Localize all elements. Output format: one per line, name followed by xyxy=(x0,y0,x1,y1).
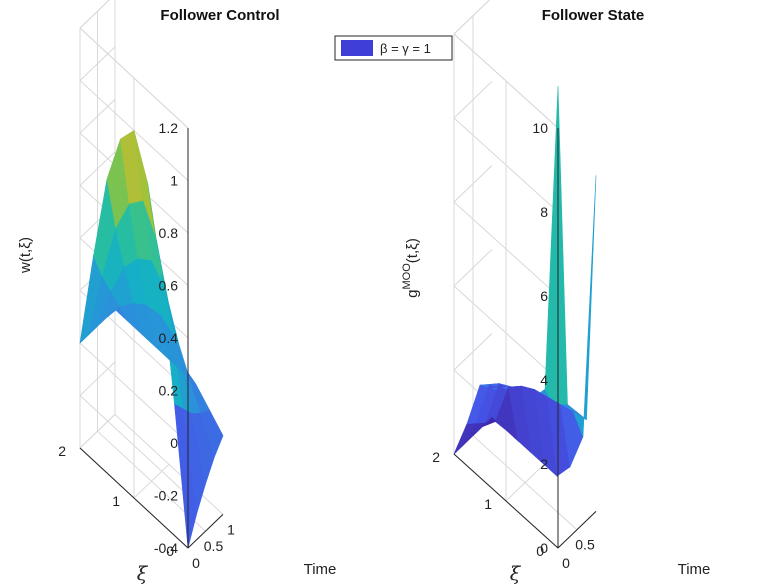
zlabel-args: (t,ξ) xyxy=(404,238,421,263)
box-edge xyxy=(79,27,189,129)
zlabel-base: g xyxy=(404,289,421,297)
box-edge xyxy=(79,0,110,29)
z-tick-label: 8 xyxy=(540,204,548,220)
time-tick-label: 0 xyxy=(562,555,570,571)
xi-tick-label: 0 xyxy=(166,543,174,559)
xi-tick-label: 2 xyxy=(58,443,66,459)
follower-control-z-axis-label: w(t,ξ) xyxy=(17,237,34,274)
z-tick-label: 0.4 xyxy=(159,330,179,346)
box-edge xyxy=(453,33,559,129)
legend-label: β = γ = 1 xyxy=(380,41,431,56)
time-tick-label: 1 xyxy=(227,521,235,537)
box-edge xyxy=(453,0,491,35)
xi-axis-line xyxy=(79,447,189,549)
z-tick-label: -0.4 xyxy=(154,540,178,556)
z-tick-label: 0 xyxy=(540,540,548,556)
xi-tick-label: 1 xyxy=(112,493,120,509)
xi-tick-label: 1 xyxy=(484,496,492,512)
surface-patch xyxy=(200,409,224,459)
time-tick-label: 0.5 xyxy=(204,538,224,554)
xi-tick-label: 2 xyxy=(432,449,440,465)
surface-patch xyxy=(453,422,478,455)
follower-state-y-axis-label: Time xyxy=(678,561,711,578)
z-tick-label: 1 xyxy=(170,173,178,189)
xi-axis-line xyxy=(453,453,559,549)
xi-tick-label: 0 xyxy=(536,543,544,559)
legend: β = γ = 1 xyxy=(334,35,453,61)
z-tick-label: -0.2 xyxy=(154,488,178,504)
follower-state-title: Follower State xyxy=(542,7,645,24)
z-tick-label: 0.2 xyxy=(159,383,179,399)
z-tick-label: 0 xyxy=(170,435,178,451)
z-tick-label: 0.6 xyxy=(159,278,179,294)
z-tick-label: 2 xyxy=(540,456,548,472)
time-axis-line xyxy=(187,514,224,549)
z-tick-label: 10 xyxy=(532,120,548,136)
legend-swatch xyxy=(341,40,373,56)
follower-control-title: Follower Control xyxy=(160,7,279,24)
surface-patch xyxy=(572,175,597,437)
time-axis-line xyxy=(557,511,597,549)
follower-state-z-axis-label: gMOO(t,ξ) xyxy=(401,238,421,298)
z-tick-label: 0.8 xyxy=(159,225,179,241)
z-tick-label: 6 xyxy=(540,288,548,304)
surface-patch xyxy=(544,85,568,406)
time-tick-label: 0.5 xyxy=(575,537,595,553)
follower-control-y-axis-label: Time xyxy=(304,561,337,578)
z-tick-label: 1.2 xyxy=(159,120,179,136)
time-tick-label: 0 xyxy=(192,555,200,571)
z-tick-label: 4 xyxy=(540,372,548,388)
follower-state-x-axis-label: ξ xyxy=(510,563,522,585)
follower-control-x-axis-label: ξ xyxy=(137,563,149,585)
zlabel-superscript: MOO xyxy=(401,263,413,290)
